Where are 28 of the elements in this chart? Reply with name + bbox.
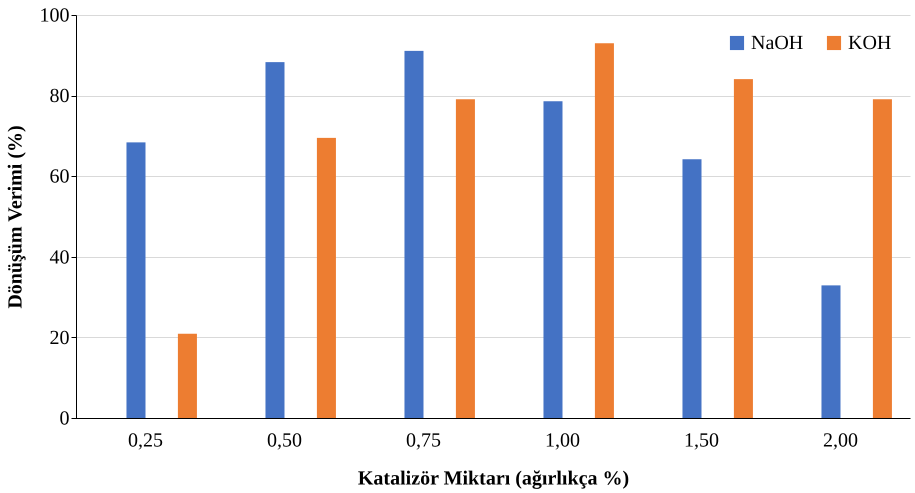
x-tick-label: 1,50 bbox=[684, 430, 719, 452]
bar bbox=[821, 285, 840, 418]
bar bbox=[543, 101, 562, 418]
y-axis-title: Dönüşüm Verimi (%) bbox=[4, 125, 26, 309]
y-tick-label: 100 bbox=[40, 4, 70, 26]
x-tick-label: 1,00 bbox=[545, 430, 580, 452]
x-tick-label: 0,75 bbox=[406, 430, 441, 452]
bar bbox=[126, 142, 146, 418]
bar bbox=[404, 50, 424, 418]
x-tick-label: 2,00 bbox=[823, 430, 858, 452]
bar bbox=[872, 99, 892, 418]
y-tick-label: 0 bbox=[60, 408, 70, 430]
legend-label: KOH bbox=[848, 32, 892, 54]
x-axis-title: Katalizör Miktarı (ağırlıkça %) bbox=[358, 468, 630, 490]
bar bbox=[594, 43, 614, 418]
legend-label: NaOH bbox=[751, 32, 804, 54]
y-tick-label: 60 bbox=[50, 166, 70, 188]
y-tick-label: 40 bbox=[50, 246, 70, 268]
y-tick-label: 80 bbox=[50, 85, 70, 108]
bar bbox=[316, 138, 336, 418]
bar bbox=[682, 159, 702, 418]
bar bbox=[265, 62, 284, 418]
bar bbox=[734, 79, 753, 418]
bar bbox=[178, 334, 197, 418]
x-tick-label: 0,50 bbox=[267, 430, 302, 452]
x-tick-label: 0,25 bbox=[128, 430, 163, 452]
y-tick-label: 20 bbox=[50, 326, 70, 349]
bar bbox=[456, 99, 475, 418]
